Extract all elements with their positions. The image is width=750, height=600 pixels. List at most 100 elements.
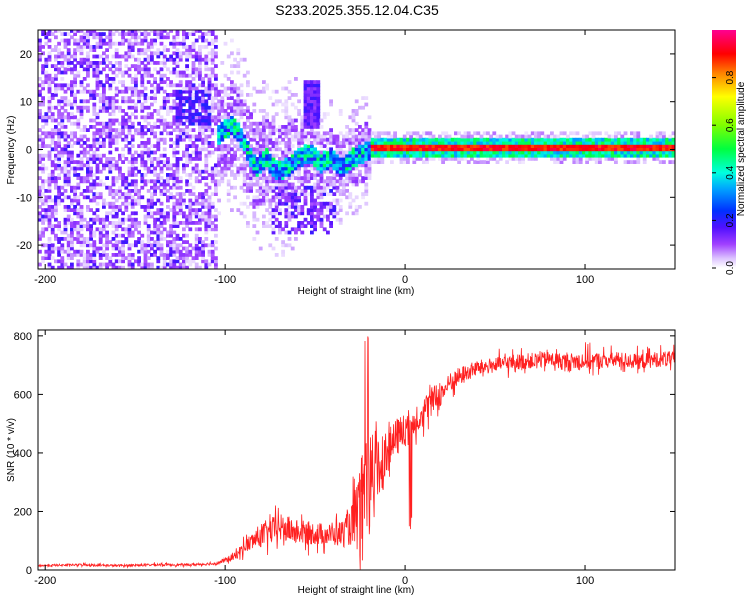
spectrogram-cell <box>210 109 215 113</box>
x-tick-label: 100 <box>576 274 594 286</box>
spectrogram-cell <box>316 211 321 216</box>
spectrogram-cell <box>508 137 513 142</box>
spectrogram-cell <box>530 157 535 161</box>
spectrogram-cell <box>402 141 407 145</box>
spectrogram-cell <box>332 198 337 203</box>
spectrogram-cell <box>310 173 314 177</box>
spectrogram-cell <box>175 121 180 126</box>
spectrogram-cell <box>322 185 327 190</box>
spectrogram-cell <box>505 153 509 158</box>
spectrogram-cell <box>66 160 71 164</box>
spectrogram-cell <box>114 118 119 123</box>
spectrogram-cell <box>47 51 52 56</box>
spectrogram-cell <box>332 160 337 164</box>
spectrogram-cell <box>626 153 631 158</box>
spectrogram-cell <box>89 32 93 36</box>
spectrogram-cell <box>662 160 666 164</box>
spectrogram-cell <box>249 166 253 171</box>
spectrogram-cell <box>105 125 109 129</box>
spectrogram-cell <box>57 240 61 244</box>
spectrogram-cell <box>274 160 279 164</box>
spectrogram-cell <box>306 131 311 136</box>
spectrogram-cell <box>169 259 173 264</box>
spectrogram-cell <box>265 163 269 168</box>
spectrogram-cell <box>604 141 609 145</box>
spectrogram-cell <box>194 157 199 161</box>
spectrogram-cell <box>550 157 554 161</box>
spectrogram-cell <box>47 176 52 180</box>
spectrogram-cell <box>236 131 241 136</box>
spectrogram-cell <box>60 249 65 254</box>
spectrogram-cell <box>194 246 199 251</box>
spectrogram-cell <box>194 211 199 216</box>
spectrogram-cell <box>92 30 97 33</box>
spectrogram-cell <box>178 176 183 180</box>
spectrogram-cell <box>95 64 100 68</box>
spectrogram-cell <box>425 160 429 164</box>
spectrogram-cell <box>156 237 161 241</box>
spectrogram-cell <box>530 137 535 142</box>
spectrogram-cell <box>66 205 71 209</box>
spectrogram-cell <box>383 141 388 145</box>
spectrogram-cell <box>278 141 282 145</box>
spectrogram-cell <box>130 243 135 248</box>
spectrogram-cell <box>658 131 663 136</box>
spectrogram-cell <box>412 157 417 161</box>
spectrogram-cell <box>604 144 609 148</box>
spectrogram-cell <box>82 224 87 228</box>
spectrogram-cell <box>566 147 570 152</box>
spectrogram-cell <box>367 150 372 155</box>
spectrogram-cell <box>364 192 369 196</box>
spectrogram-cell <box>95 54 100 59</box>
spectrogram-cell <box>198 35 202 40</box>
spectrogram-cell <box>134 173 138 177</box>
spectrogram-cell <box>108 38 113 43</box>
spectrogram-cell <box>326 179 330 184</box>
spectrogram-cell <box>108 137 113 142</box>
spectrogram-cell <box>79 30 84 33</box>
spectrogram-cell <box>201 144 205 148</box>
spectrogram-cell <box>102 83 106 88</box>
spectrogram-cell <box>652 144 657 148</box>
spectrogram-cell <box>524 153 529 158</box>
spectrogram-cell <box>86 185 90 190</box>
spectrogram-cell <box>658 141 663 145</box>
spectrogram-cell <box>345 160 349 164</box>
spectrogram-cell <box>239 201 244 206</box>
spectrogram-cell <box>198 147 202 152</box>
spectrogram-cell <box>294 134 298 139</box>
spectrogram-cell <box>310 157 314 161</box>
spectrogram-cell <box>118 173 122 177</box>
spectrogram-cell <box>210 201 215 206</box>
spectrogram-cell <box>294 176 298 180</box>
spectrogram-cell <box>233 137 237 142</box>
spectrogram-cell <box>431 141 436 145</box>
spectrogram-cell <box>217 134 221 139</box>
spectrogram-cell <box>44 198 49 203</box>
spectrogram-cell <box>316 169 321 174</box>
spectrogram-cell <box>175 115 180 120</box>
spectrogram-cell <box>572 147 577 152</box>
spectrogram-cell <box>486 153 490 158</box>
spectrogram-cell <box>153 240 157 244</box>
spectrogram-cell <box>233 86 237 91</box>
spectrogram-cell <box>588 137 593 142</box>
spectrogram-cell <box>345 137 349 142</box>
spectrogram-cell <box>178 93 183 97</box>
spectrogram-cell <box>178 102 183 107</box>
spectrogram-cell <box>380 160 385 164</box>
spectrogram-cell <box>124 64 129 68</box>
spectrogram-cell <box>114 73 119 78</box>
spectrogram-cell <box>620 141 625 145</box>
spectrogram-cell <box>156 157 161 161</box>
spectrogram-cell <box>204 169 209 174</box>
spectrogram-cell <box>92 150 97 155</box>
spectrogram-cell <box>204 93 209 97</box>
spectrogram-cell <box>79 45 84 49</box>
spectrogram-cell <box>102 249 106 254</box>
spectrogram-cell <box>239 141 244 145</box>
spectrogram-cell <box>354 99 359 104</box>
spectrogram-cell <box>38 112 42 116</box>
spectrogram-cell <box>402 137 407 142</box>
spectrogram-cell <box>406 141 410 145</box>
